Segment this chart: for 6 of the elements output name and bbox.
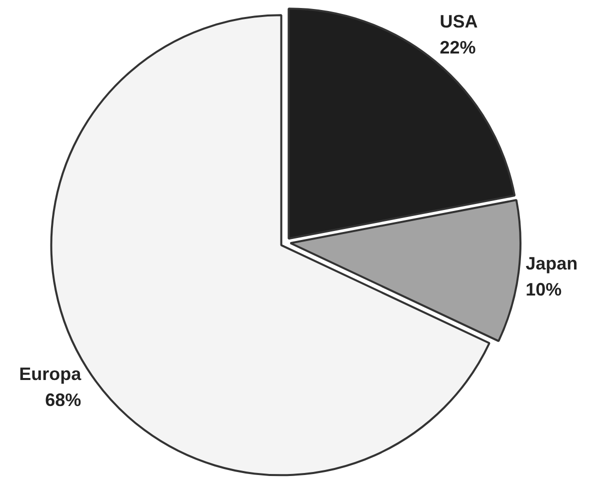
slice-label: USA <box>440 11 478 32</box>
data-label: 68% <box>45 390 82 410</box>
slice-label: Japan <box>526 253 578 274</box>
data-label: 10% <box>526 279 562 300</box>
slice-label: Europa <box>19 364 82 384</box>
data-label: 22% <box>440 37 476 58</box>
